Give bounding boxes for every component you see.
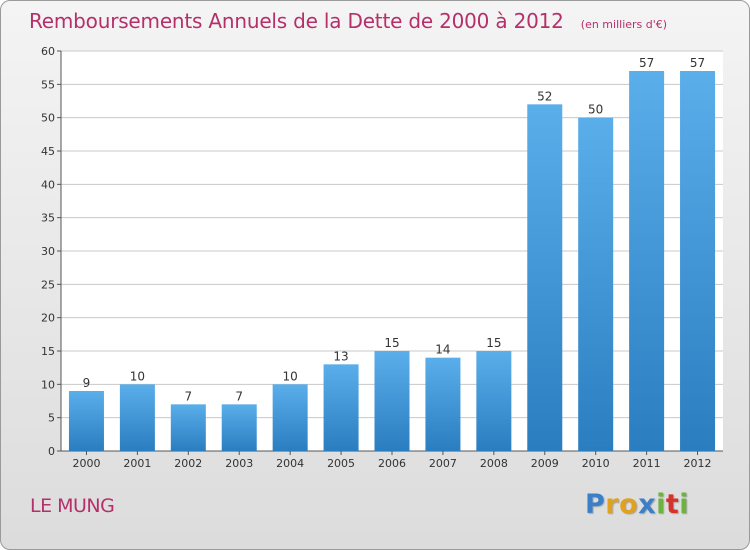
proxiti-logo: Proxiti: [585, 489, 689, 520]
x-tick-label: 2002: [174, 457, 202, 470]
y-tick-label: 40: [41, 178, 55, 191]
chart-title-row: Remboursements Annuels de la Dette de 20…: [29, 9, 667, 33]
y-tick-label: 35: [41, 212, 55, 225]
x-tick-label: 2008: [480, 457, 508, 470]
x-tick-label: 2006: [378, 457, 406, 470]
x-tick-label: 2009: [531, 457, 559, 470]
x-tick-label: 2011: [633, 457, 661, 470]
data-label: 57: [690, 56, 705, 70]
data-label: 15: [486, 336, 501, 350]
y-tick-label: 55: [41, 78, 55, 91]
data-label: 9: [83, 376, 91, 390]
data-label: 15: [384, 336, 399, 350]
bar: [578, 117, 614, 452]
bar: [680, 71, 716, 451]
data-label: 57: [639, 56, 654, 70]
data-label: 50: [588, 103, 603, 117]
x-tick-label: 2007: [429, 457, 457, 470]
x-tick-label: 2000: [72, 457, 100, 470]
bar: [425, 357, 461, 451]
bar: [221, 404, 257, 451]
y-tick-label: 5: [48, 412, 55, 425]
x-tick-label: 2005: [327, 457, 355, 470]
y-tick-label: 10: [41, 378, 55, 391]
x-tick-label: 2004: [276, 457, 304, 470]
bar: [323, 364, 359, 451]
chart-title: Remboursements Annuels de la Dette de 20…: [29, 9, 564, 33]
chart-unit: (en milliers d'€): [580, 18, 668, 31]
bar: [629, 71, 665, 451]
data-label: 10: [283, 369, 298, 383]
x-tick-label: 2001: [123, 457, 151, 470]
y-tick-label: 25: [41, 278, 55, 291]
y-tick-label: 20: [41, 312, 55, 325]
x-tick-label: 2003: [225, 457, 253, 470]
logo-letter: i: [679, 489, 690, 520]
data-label: 10: [130, 369, 145, 383]
y-tick-label: 45: [41, 145, 55, 158]
bar: [68, 391, 104, 451]
data-label: 52: [537, 89, 552, 103]
y-tick-label: 0: [48, 445, 55, 458]
logo-letter: r: [605, 489, 620, 520]
x-tick-label: 2012: [684, 457, 712, 470]
bar: [170, 404, 206, 451]
y-tick-label: 60: [41, 45, 55, 58]
logo-letter: x: [638, 489, 657, 520]
data-label: 13: [333, 349, 348, 363]
commune-name: LE MUNG: [30, 495, 115, 517]
bar: [476, 351, 512, 451]
logo-letter: i: [656, 489, 666, 520]
y-tick-label: 50: [41, 112, 55, 125]
y-tick-label: 15: [41, 345, 55, 358]
bar: [272, 384, 308, 451]
y-tick-label: 30: [41, 245, 55, 258]
logo-letter: o: [619, 489, 639, 520]
bar: [527, 104, 563, 451]
bar: [119, 384, 155, 451]
x-tick-label: 2010: [582, 457, 610, 470]
bar: [374, 351, 410, 451]
logo-letter: t: [665, 489, 680, 520]
data-label: 7: [184, 389, 192, 403]
data-label: 7: [235, 389, 243, 403]
data-label: 14: [435, 343, 450, 357]
logo-letter: P: [585, 489, 606, 520]
